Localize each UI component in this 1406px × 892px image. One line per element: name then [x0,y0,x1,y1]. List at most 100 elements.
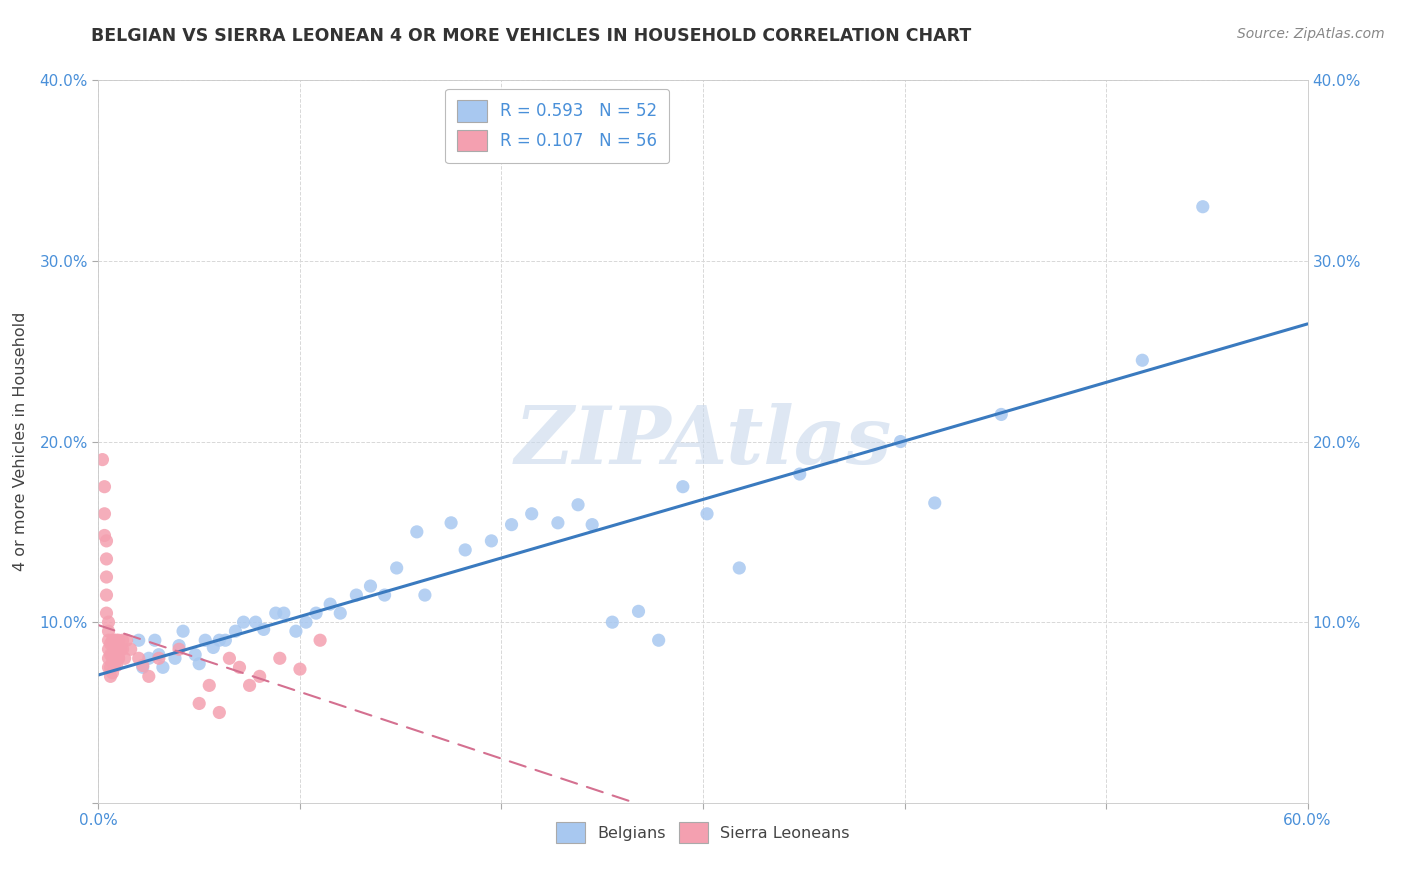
Point [97,633,120,648]
Point [105,633,128,648]
Point [91,452,114,467]
Point [454,542,477,557]
Point [97,660,120,674]
Point [96,570,118,584]
Point [184,648,207,662]
Point [167,639,190,653]
Point [96,588,118,602]
Point [100,637,122,651]
Point [138,669,160,683]
Point [924,496,946,510]
Point [647,633,669,648]
Point [627,604,650,618]
Point [728,561,751,575]
Point [96,606,118,620]
Point [288,662,311,676]
Point [97,642,120,657]
Text: ZIPAtlas: ZIPAtlas [515,403,891,480]
Point [309,633,332,648]
Point [208,706,231,720]
Point [101,648,124,662]
Point [208,633,231,648]
Point [100,660,122,674]
Point [1191,200,1213,214]
Point [103,658,125,673]
Point [194,633,217,648]
Point [93,507,115,521]
Point [232,615,254,630]
Point [148,651,170,665]
Point [198,678,221,692]
Point [672,480,695,494]
Point [110,642,132,657]
Point [305,606,328,620]
Point [96,533,118,548]
Point [374,588,396,602]
Point [107,642,129,657]
Point [214,633,236,648]
Point [567,498,589,512]
Point [163,651,186,665]
Point [114,651,136,665]
Point [138,651,160,665]
Point [284,624,307,639]
Point [218,651,240,665]
Point [101,633,124,648]
Point [128,633,150,648]
Y-axis label: 4 or more Vehicles in Household: 4 or more Vehicles in Household [14,312,28,571]
Point [202,640,225,655]
Point [132,660,155,674]
Point [101,665,124,680]
Point [97,651,120,665]
Point [107,651,129,665]
Point [581,517,603,532]
Point [245,615,267,630]
Point [228,660,250,674]
Point [97,624,120,639]
Point [105,651,128,665]
Point [105,658,128,673]
Point [96,552,118,566]
Point [107,633,129,648]
Point [264,606,287,620]
Point [295,615,318,630]
Point [97,615,120,630]
Point [547,516,569,530]
Point [120,642,142,657]
Point [273,606,295,620]
Point [501,517,523,532]
Legend: Belgians, Sierra Leoneans: Belgians, Sierra Leoneans [550,815,856,849]
Point [889,434,911,449]
Point [224,624,246,639]
Point [148,648,170,662]
Point [152,660,174,674]
Point [1130,353,1153,368]
Point [100,669,122,683]
Point [405,524,427,539]
Point [696,507,718,521]
Point [789,467,811,481]
Point [93,528,115,542]
Point [188,657,211,671]
Point [103,640,125,655]
Point [239,678,262,692]
Point [132,658,155,673]
Point [440,516,463,530]
Point [105,642,128,657]
Point [111,642,134,657]
Point [385,561,408,575]
Point [101,655,124,669]
Point [100,648,122,662]
Point [990,408,1012,422]
Point [249,669,271,683]
Point [93,480,115,494]
Point [107,651,129,665]
Point [360,579,382,593]
Point [188,697,211,711]
Point [344,588,367,602]
Point [128,651,150,665]
Point [115,633,138,648]
Point [111,633,134,648]
Point [269,651,291,665]
Point [481,533,503,548]
